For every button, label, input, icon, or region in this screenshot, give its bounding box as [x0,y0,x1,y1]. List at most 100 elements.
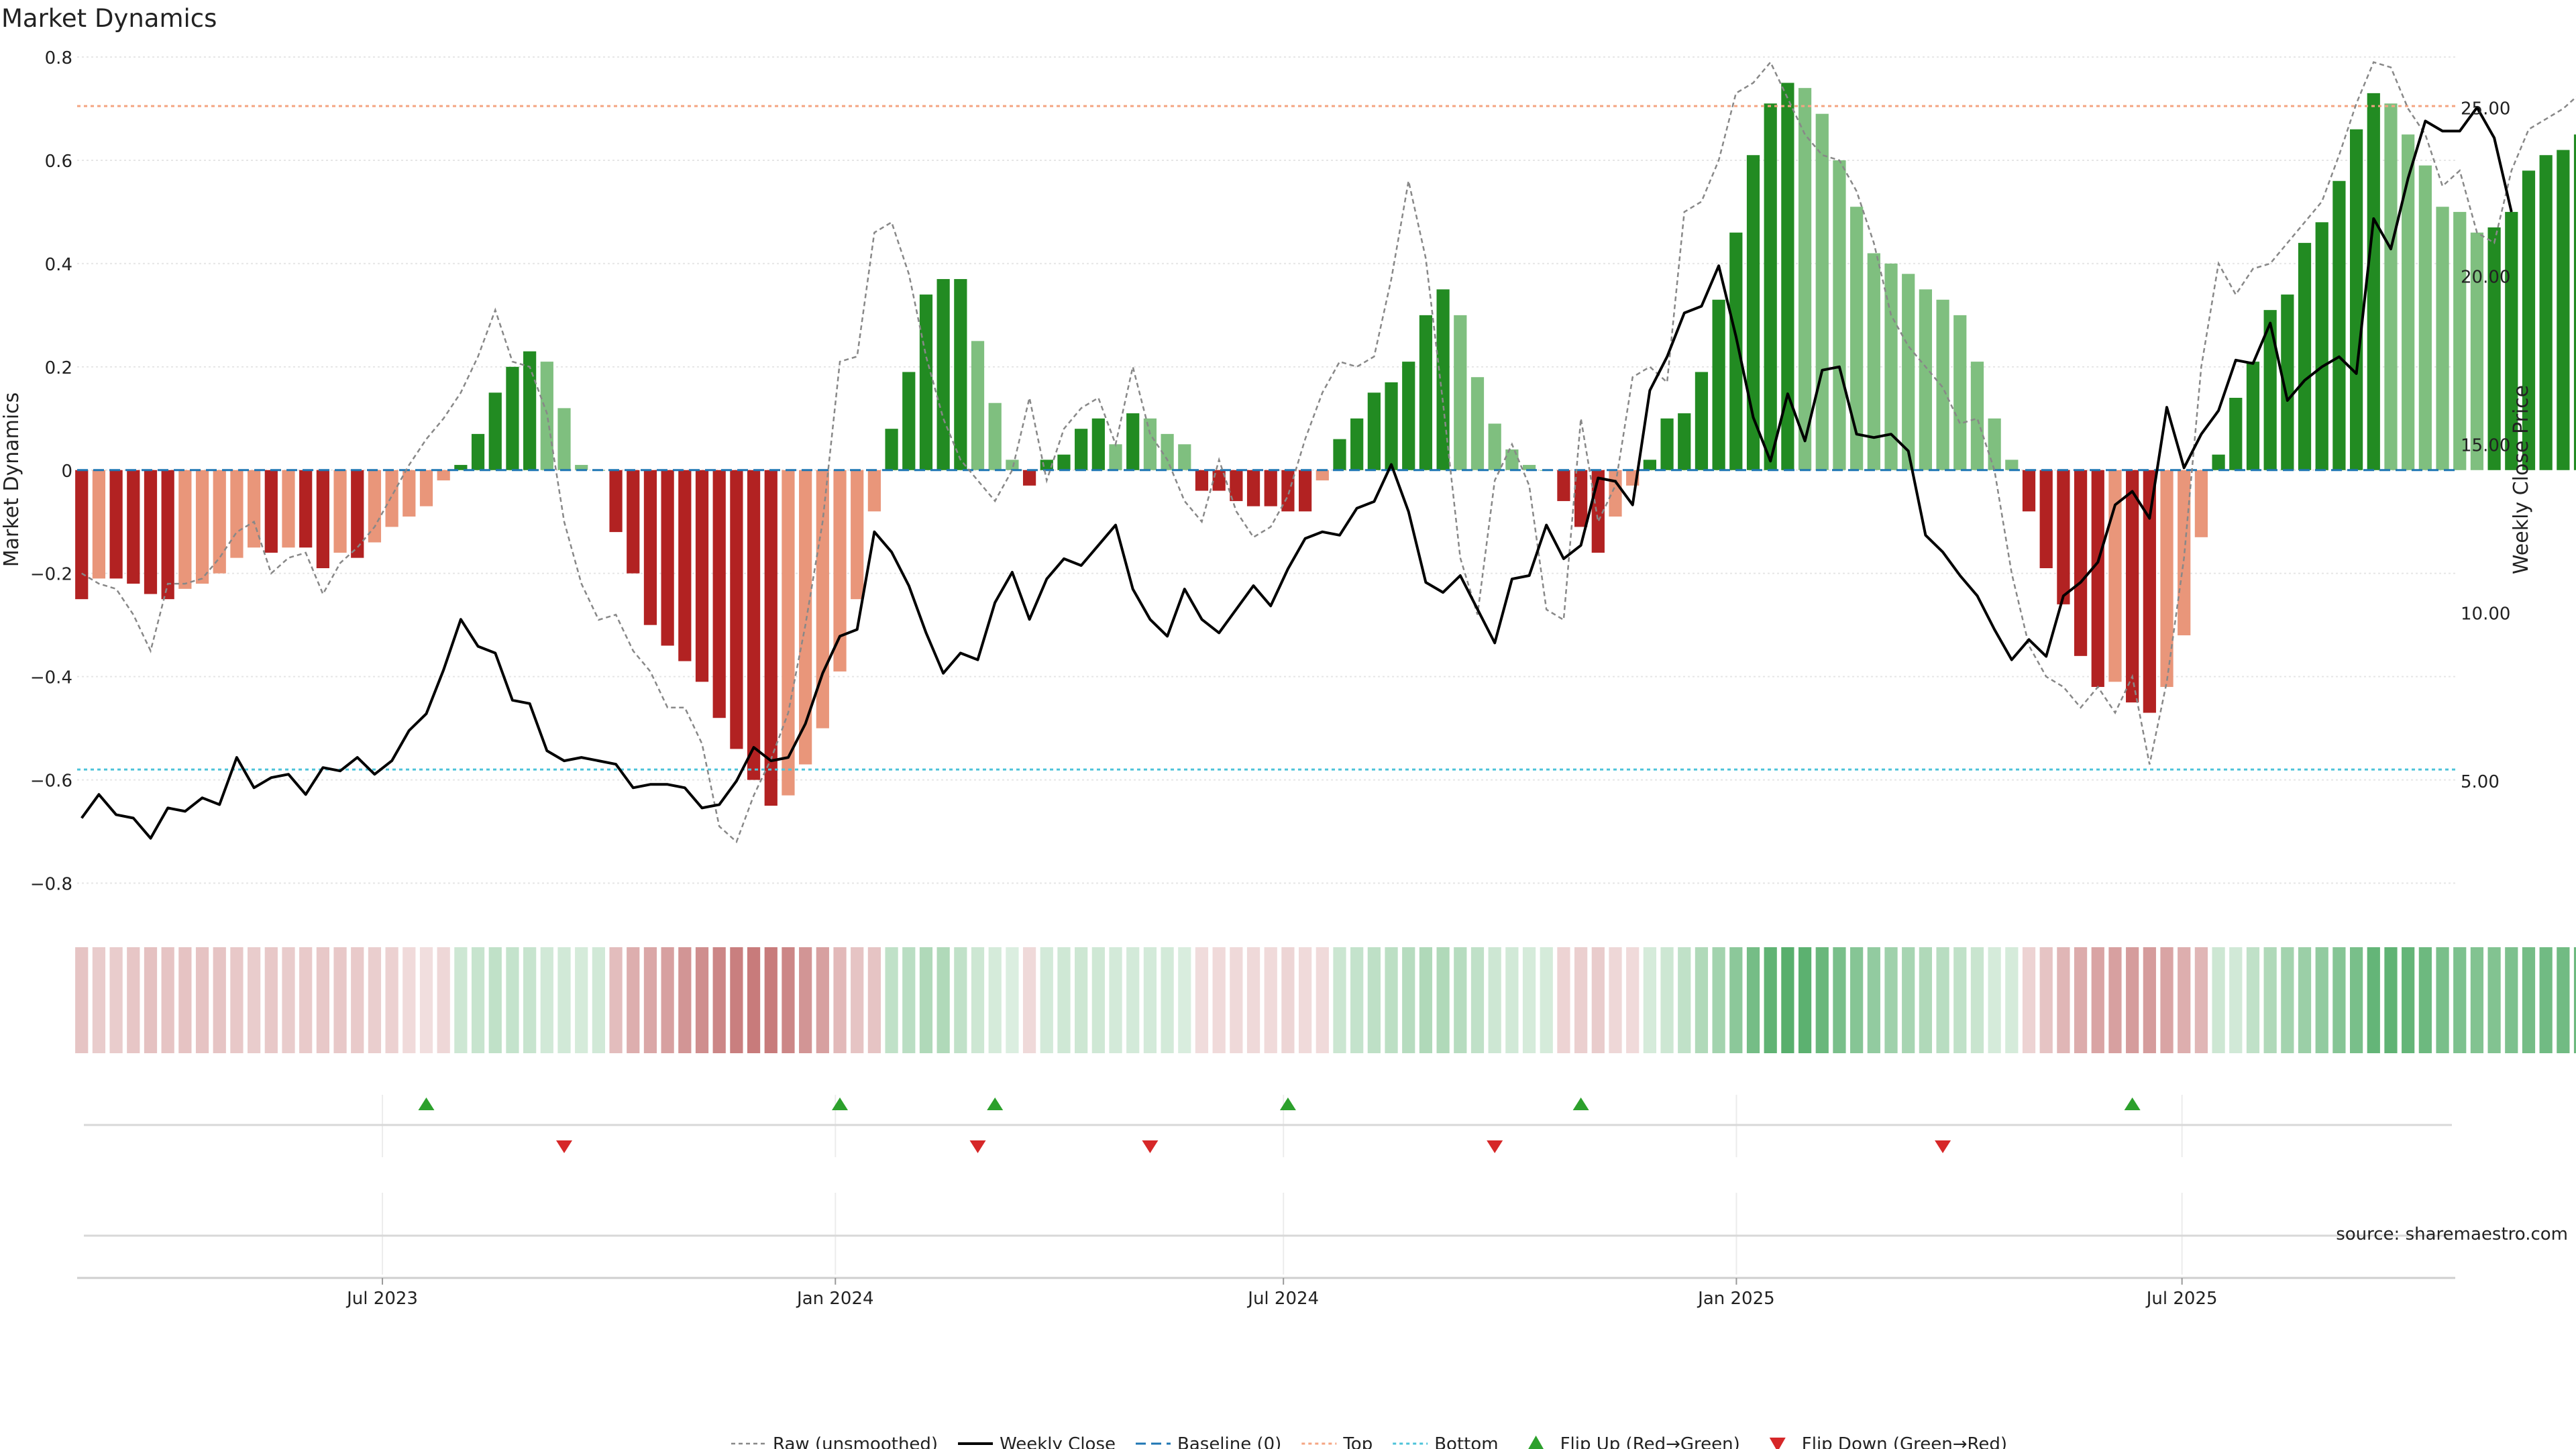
strip-cell [2091,947,2104,1053]
strip-cell [2573,947,2576,1053]
raw-line [81,60,2576,844]
dynamics-bar [161,470,174,600]
strip-cell [2057,947,2070,1053]
dynamics-bar [454,465,468,470]
dynamics-bar [1953,315,1967,470]
strip-cell [919,947,933,1053]
dynamics-bar [712,470,726,718]
dynamics-bar [988,402,1002,470]
dynamics-bar [1143,418,1157,470]
strip-cell [799,947,812,1053]
dynamics-bar [2074,470,2088,656]
y-tick-label: 0.4 [45,255,72,275]
dynamics-bar [1230,470,1243,501]
dynamics-bar [1522,465,1536,470]
dynamics-bar [1057,454,1071,470]
dynamics-bar [368,470,382,543]
strip-cell [1678,947,1691,1053]
flip-down-marker [1935,1140,1951,1153]
dynamics-bar [2470,232,2484,470]
y-tick-label: −0.6 [30,771,72,792]
strip-cell [643,947,657,1053]
dynamics-bar [1333,439,1346,470]
legend-flip-up-marker [1528,1436,1544,1449]
dynamics-bar [2005,460,2019,470]
dynamics-bar [833,470,847,672]
dynamics-bar [2505,211,2518,470]
strip-cell [1660,947,1674,1053]
dynamics-bar [1246,470,1260,506]
y2-tick-label: 25.00 [2461,99,2510,119]
dynamics-bar [1109,444,1122,470]
strip-cell [75,947,89,1053]
y-axis-left: 0.8 0.6 0.4 0.2 0 −0.2 −0.4 −0.6 −0.8 [30,48,72,895]
y2-tick-label: 15.00 [2461,435,2510,455]
dynamics-bar [730,470,743,749]
strip-cell [1591,947,1605,1053]
dynamics-bar [1557,470,1570,501]
strip-cell [2522,947,2536,1053]
strip-cell [523,947,537,1053]
strip-cell [2178,947,2191,1053]
y2-axis-label: Weekly Close Price [2510,385,2533,574]
strip-cell [351,947,364,1053]
flip-down-marker [1487,1140,1503,1153]
strip-cell [2212,947,2225,1053]
strip-cell [1057,947,1071,1053]
x-tick-label: Jul 2025 [2145,1289,2218,1309]
legend-flip-down-marker [1769,1438,1786,1449]
dynamics-bar [1126,413,1140,470]
strip-cell [954,947,967,1053]
dynamics-bar [213,470,226,574]
strip-cell [2557,947,2570,1053]
strip-cell [402,947,416,1053]
strip-cell [1022,947,1036,1053]
dynamics-bars [75,83,2576,806]
strip-cell [1109,947,1122,1053]
legend-flip-up-label: Flip Up (Red→Green) [1560,1434,1740,1449]
dynamics-bar [1729,232,1743,470]
strip-cell [2332,947,2346,1053]
strip-cell [2402,947,2415,1053]
strip-cell [1091,947,1105,1053]
strip-cell [764,947,777,1053]
legend-close-label: Weekly Close [1000,1434,1116,1449]
strip-cell [1454,947,1467,1053]
dynamics-bar [333,470,347,553]
dynamics-bar [2418,165,2432,470]
strip-cell [867,947,881,1053]
strip-cell [1764,947,1777,1053]
strip-cell [1540,947,1553,1053]
strip-cell [454,947,468,1053]
strip-cell [833,947,847,1053]
dynamics-bar [1488,423,1501,470]
strip-cell [1402,947,1415,1053]
strip-cell [592,947,605,1053]
dynamics-bar [2057,470,2070,604]
strip-cell [264,947,278,1053]
strip-cell [1212,947,1226,1053]
dynamics-bar [316,470,329,568]
strip-cell [1246,947,1260,1053]
legend-baseline-label: Baseline (0) [1177,1434,1281,1449]
strip-cell [109,947,123,1053]
dynamics-bar [488,392,502,470]
dynamics-bar [1833,160,1846,470]
strip-cell [471,947,485,1053]
strip-cell [1746,947,1760,1053]
dynamics-bar [1264,470,1277,506]
dynamics-bar [936,278,950,470]
y2-tick-label: 5.00 [2461,772,2500,792]
strip-cell [1075,947,1088,1053]
legend-top-label: Top [1342,1434,1373,1449]
dynamics-bar [2022,470,2036,512]
strip-cell [2126,947,2139,1053]
dynamics-bar [627,470,640,574]
y-tick-label: −0.2 [30,565,72,585]
dynamics-bar [1781,83,1794,470]
strip-cell [971,947,985,1053]
strip-cell [1902,947,1915,1053]
y2-tick-label: 20.00 [2461,267,2510,287]
strip-cell [2160,947,2174,1053]
strip-cell [1333,947,1346,1053]
